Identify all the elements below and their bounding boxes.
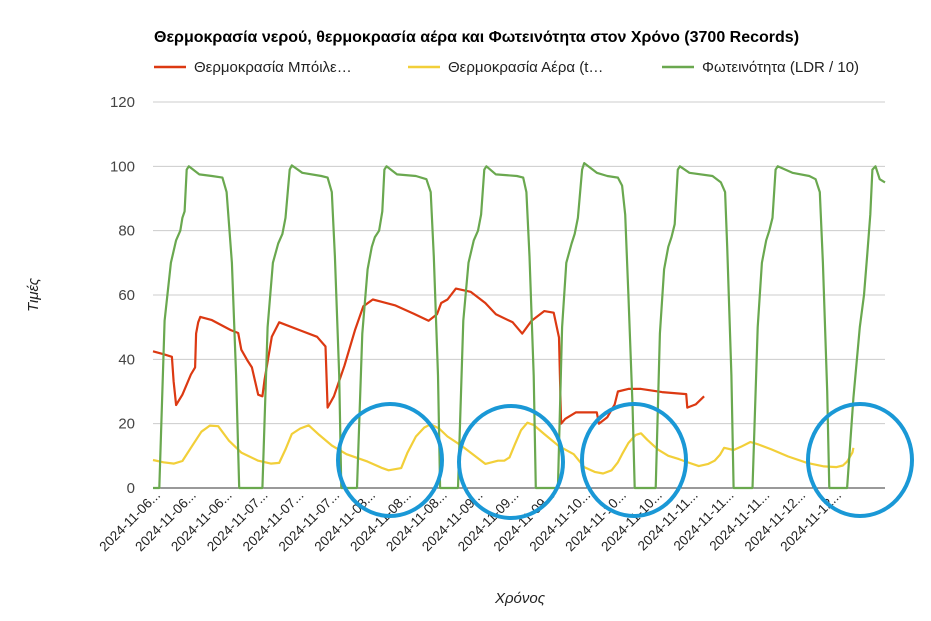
y-axis-ticks: 0 20 40 60 80 100 120	[110, 94, 135, 497]
legend-item-air-temp[interactable]: Θερμοκρασία Αέρα (t…	[408, 59, 603, 76]
gridlines	[153, 101, 885, 489]
plot-series	[152, 162, 886, 490]
highlight-circles	[336, 402, 914, 520]
legend[interactable]: Θερμοκρασία Μπόιλε… Θερμοκρασία Αέρα (t……	[154, 59, 859, 76]
highlight-circle	[336, 402, 444, 518]
series-line-air-temp	[152, 421, 855, 475]
legend-label-air-temp: Θερμοκρασία Αέρα (t…	[448, 59, 603, 76]
y-tick-label: 40	[118, 351, 135, 368]
y-tick-label: 80	[118, 223, 135, 240]
chart-title: Θερμοκρασία νερού, θερμοκρασία αέρα και …	[154, 29, 799, 46]
y-tick-label: 20	[118, 416, 135, 433]
highlight-circle	[580, 402, 688, 518]
x-axis-title: Χρόνος	[494, 590, 546, 607]
legend-item-water-temp[interactable]: Θερμοκρασία Μπόιλε…	[154, 59, 352, 76]
y-tick-label: 100	[110, 158, 135, 175]
y-tick-label: 120	[110, 94, 135, 111]
highlight-circle	[806, 402, 914, 518]
highlight-circle	[457, 404, 565, 520]
legend-label-water-temp: Θερμοκρασία Μπόιλε…	[194, 59, 352, 76]
y-axis-title: Τιμές	[25, 277, 42, 312]
x-tick-label: 2024-11-06...	[96, 488, 163, 555]
legend-item-luminosity[interactable]: Φωτεινότητα (LDR / 10)	[662, 59, 859, 76]
y-tick-label: 60	[118, 287, 135, 304]
legend-label-luminosity: Φωτεινότητα (LDR / 10)	[702, 59, 859, 76]
y-tick-label: 0	[127, 480, 135, 497]
series-line-luminosity	[153, 162, 886, 490]
